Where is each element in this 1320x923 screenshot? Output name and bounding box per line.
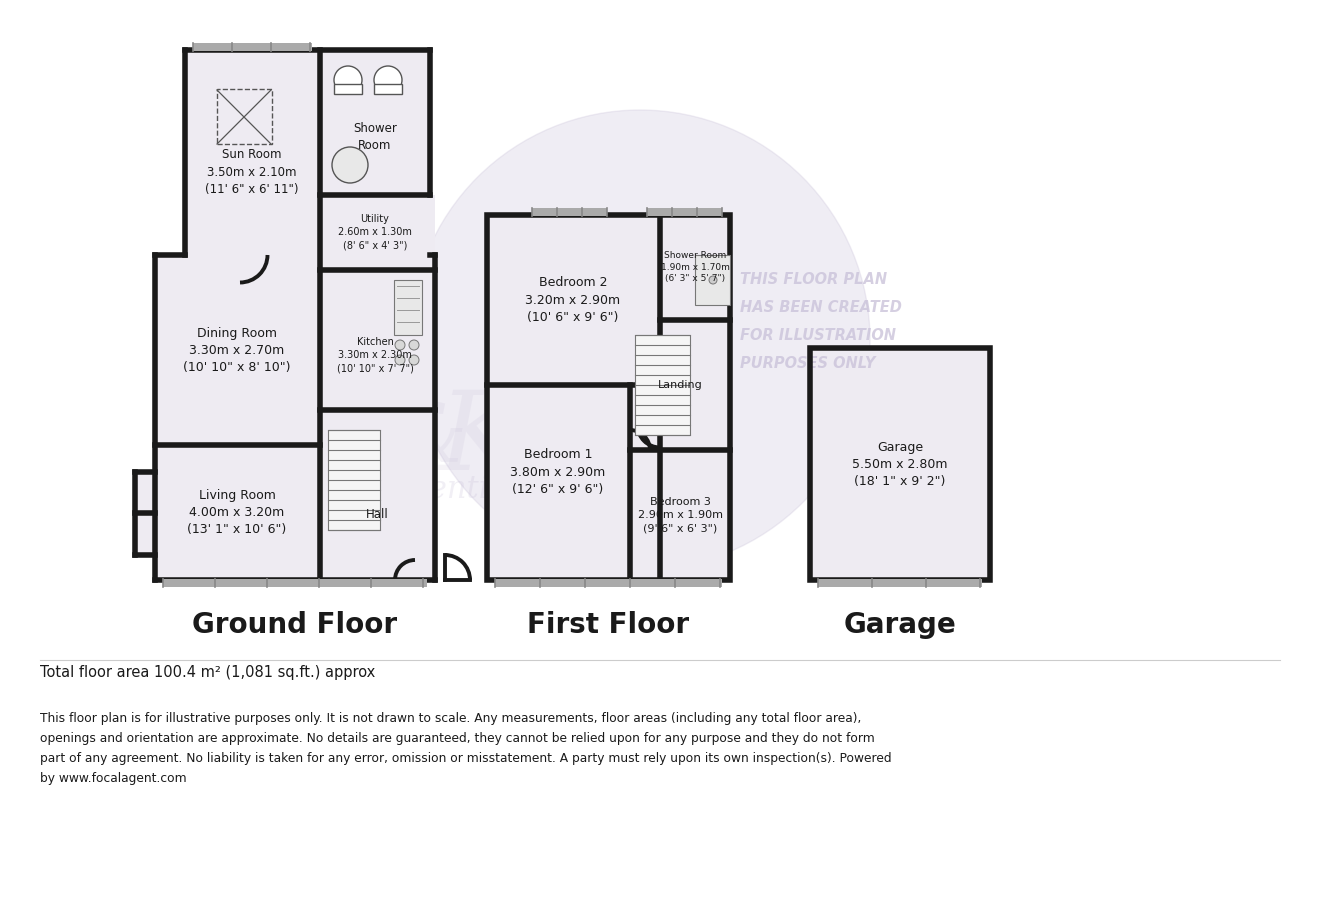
Bar [162, 579, 426, 587]
Bar [818, 579, 982, 587]
Circle shape [409, 355, 418, 365]
Text: Dining Room
3.30m x 2.70m
(10' 10" x 8' 10"): Dining Room 3.30m x 2.70m (10' 10" x 8' … [183, 327, 290, 374]
Text: by www.focalagent.com: by www.focalagent.com [40, 772, 186, 785]
Text: Shower Room
1.90m x 1.70m
(6' 3" x 5' 7"): Shower Room 1.90m x 1.70m (6' 3" x 5' 7"… [660, 251, 730, 283]
Text: First Floor: First Floor [527, 611, 689, 639]
Bar [334, 84, 362, 94]
Bar [495, 579, 722, 587]
Text: openings and orientation are approximate. No details are guaranteed, they cannot: openings and orientation are approximate… [40, 732, 875, 745]
Circle shape [395, 340, 405, 350]
Text: Total floor area 100.4 m² (1,081 sq.ft.) approx: Total floor area 100.4 m² (1,081 sq.ft.)… [40, 665, 375, 680]
Bar [487, 215, 730, 580]
Bar [487, 215, 730, 580]
Text: Residential: Residential [343, 474, 516, 506]
Bar [154, 255, 436, 580]
Text: Ground Floor: Ground Floor [193, 611, 397, 639]
Text: Bedroom 3
2.90m x 1.90m
(9' 6" x 6' 3"): Bedroom 3 2.90m x 1.90m (9' 6" x 6' 3") [638, 497, 722, 533]
Bar [374, 84, 403, 94]
Text: FOR ILLUSTRATION: FOR ILLUSTRATION [741, 329, 896, 343]
Text: HAS BEEN CREATED: HAS BEEN CREATED [741, 301, 902, 316]
Bar [216, 89, 272, 144]
Circle shape [409, 340, 418, 350]
Circle shape [374, 66, 403, 94]
Text: Garage: Garage [843, 611, 957, 639]
Text: Landing: Landing [657, 380, 702, 390]
Text: Sun Room
3.50m x 2.10m
(11' 6" x 6' 11"): Sun Room 3.50m x 2.10m (11' 6" x 6' 11") [205, 149, 298, 196]
Text: Utility
2.60m x 1.30m
(8' 6" x 4' 3"): Utility 2.60m x 1.30m (8' 6" x 4' 3") [338, 214, 412, 250]
Text: PURPOSES ONLY: PURPOSES ONLY [741, 356, 875, 371]
Bar [135, 472, 154, 555]
Bar [135, 472, 154, 555]
Bar [635, 335, 690, 435]
Bar [532, 208, 607, 216]
Circle shape [411, 110, 870, 570]
Circle shape [395, 355, 405, 365]
Text: Shower
Room: Shower Room [352, 122, 397, 152]
Text: part of any agreement. No liability is taken for any error, omission or misstate: part of any agreement. No liability is t… [40, 752, 891, 765]
Bar [647, 208, 722, 216]
Bar [810, 348, 990, 580]
Bar [696, 255, 730, 305]
Circle shape [334, 66, 362, 94]
Text: K: K [438, 386, 521, 494]
Text: This floor plan is for illustrative purposes only. It is not drawn to scale. Any: This floor plan is for illustrative purp… [40, 712, 862, 725]
Bar [319, 50, 430, 195]
Text: Bedroom 1
3.80m x 2.90m
(12' 6" x 9' 6"): Bedroom 1 3.80m x 2.90m (12' 6" x 9' 6") [511, 449, 606, 496]
Circle shape [709, 276, 717, 284]
Polygon shape [154, 50, 436, 580]
Bar [185, 50, 319, 255]
Bar [393, 280, 422, 335]
Text: C: C [338, 386, 422, 494]
Text: Hall: Hall [366, 509, 388, 521]
Text: Living Room
4.00m x 3.20m
(13' 1" x 10' 6"): Living Room 4.00m x 3.20m (13' 1" x 10' … [187, 488, 286, 535]
Text: THIS FLOOR PLAN: THIS FLOOR PLAN [741, 272, 887, 287]
Text: &: & [393, 400, 467, 480]
Text: Garage
5.50m x 2.80m
(18' 1" x 9' 2"): Garage 5.50m x 2.80m (18' 1" x 9' 2") [853, 440, 948, 487]
Text: Bedroom 2
3.20m x 2.90m
(10' 6" x 9' 6"): Bedroom 2 3.20m x 2.90m (10' 6" x 9' 6") [525, 277, 620, 323]
Bar [327, 430, 380, 530]
Text: Kitchen
3.30m x 2.30m
(10' 10" x 7' 7"): Kitchen 3.30m x 2.30m (10' 10" x 7' 7") [337, 337, 413, 373]
Circle shape [333, 147, 368, 183]
Bar [810, 348, 990, 580]
Bar [193, 43, 312, 51]
